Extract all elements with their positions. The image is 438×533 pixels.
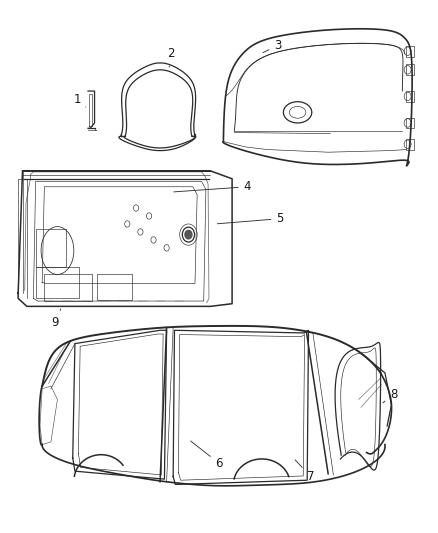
Text: 8: 8 xyxy=(383,387,397,403)
Text: 1: 1 xyxy=(73,93,86,107)
Bar xyxy=(406,91,414,102)
Bar xyxy=(406,64,414,75)
Bar xyxy=(97,274,132,300)
Bar xyxy=(406,139,414,150)
Text: 5: 5 xyxy=(217,212,284,225)
Text: 6: 6 xyxy=(191,441,223,470)
Text: 7: 7 xyxy=(295,460,314,483)
Text: 9: 9 xyxy=(52,309,61,329)
Bar xyxy=(44,274,92,301)
Bar xyxy=(35,266,79,298)
Text: 4: 4 xyxy=(174,180,251,193)
Text: 3: 3 xyxy=(263,39,282,53)
Bar xyxy=(406,46,414,56)
Bar xyxy=(406,118,414,128)
Bar xyxy=(35,229,66,266)
Circle shape xyxy=(185,230,192,239)
Text: 2: 2 xyxy=(167,47,175,67)
